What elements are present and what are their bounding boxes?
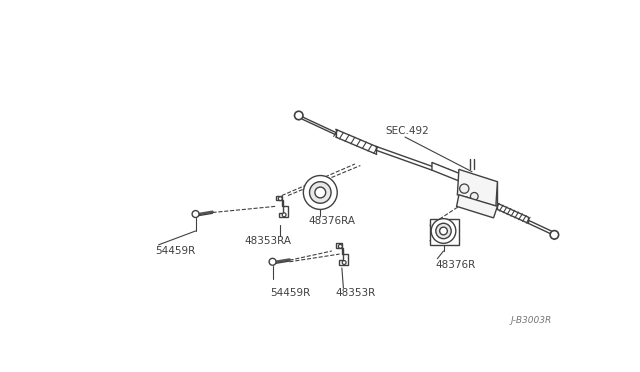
Circle shape [310,182,331,203]
Circle shape [282,213,286,217]
Polygon shape [458,169,497,206]
Text: 48353R: 48353R [336,288,376,298]
Circle shape [294,111,303,120]
Circle shape [440,227,447,235]
Polygon shape [429,219,459,245]
Circle shape [550,231,559,239]
Polygon shape [336,243,348,265]
Polygon shape [276,196,288,217]
Text: 48353RA: 48353RA [245,235,292,246]
Circle shape [339,244,342,248]
Circle shape [431,219,456,243]
Text: 54459R: 54459R [155,246,195,256]
Circle shape [192,211,199,218]
Text: 48376RA: 48376RA [308,216,356,225]
Circle shape [303,176,337,209]
Circle shape [470,192,478,200]
Text: 54459R: 54459R [270,288,310,298]
Circle shape [463,197,470,203]
Circle shape [342,261,346,264]
Polygon shape [456,195,497,218]
Circle shape [436,223,451,239]
Text: 48376R: 48376R [436,260,476,270]
Circle shape [460,184,469,193]
Circle shape [315,187,326,198]
Circle shape [269,258,276,265]
Circle shape [278,197,282,201]
Text: SEC.492: SEC.492 [386,125,429,135]
Polygon shape [432,163,459,181]
Text: J-B3003R: J-B3003R [510,316,551,325]
